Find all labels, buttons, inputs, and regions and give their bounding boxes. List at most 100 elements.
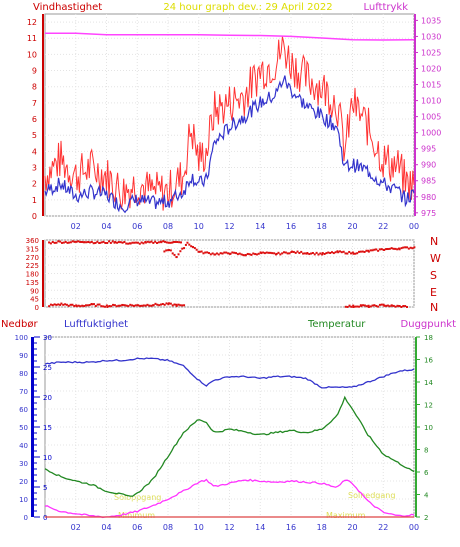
direction-point <box>198 250 201 253</box>
wind-x-tick-label: 02 <box>71 222 81 231</box>
direction-point <box>269 251 272 254</box>
compass-label-n-bottom: N <box>430 301 438 314</box>
direction-point <box>359 250 362 253</box>
direction-point <box>125 242 128 245</box>
direction-point <box>136 241 139 244</box>
wind-x-tick-label: 12 <box>224 222 234 231</box>
pressure-y-tick-label: 1015 <box>421 81 441 90</box>
direction-point <box>373 248 376 251</box>
pressure-line <box>45 32 415 41</box>
direction-point <box>161 303 164 306</box>
direction-y-tick-label: 135 <box>26 279 39 287</box>
direction-point <box>49 242 52 245</box>
direction-point <box>168 302 170 305</box>
humidity-y-tick-label: 20 <box>19 478 28 486</box>
climate-x-tick-label: 16 <box>286 523 296 532</box>
direction-point <box>131 304 134 307</box>
direction-point <box>164 240 167 243</box>
direction-point <box>360 304 363 307</box>
direction-point <box>134 304 137 307</box>
direction-point <box>178 241 181 244</box>
direction-point <box>73 304 76 307</box>
annotation-sunrise: Soloppgang <box>114 493 161 502</box>
direction-point <box>100 305 103 308</box>
direction-point <box>79 240 82 243</box>
direction-point <box>340 251 343 254</box>
direction-point <box>133 241 136 244</box>
direction-point <box>394 247 397 250</box>
direction-point <box>200 250 203 253</box>
direction-point <box>354 305 357 308</box>
direction-point <box>329 251 332 254</box>
direction-point <box>152 241 155 244</box>
direction-point <box>356 305 359 308</box>
direction-point <box>233 251 236 254</box>
direction-point <box>252 252 255 255</box>
direction-point <box>375 248 378 251</box>
direction-point <box>48 241 51 244</box>
pressure-y-tick-label: 985 <box>421 177 436 186</box>
direction-point <box>88 241 91 244</box>
direction-point <box>117 304 120 307</box>
direction-point <box>386 304 389 307</box>
direction-point <box>262 251 265 254</box>
direction-point <box>369 249 372 252</box>
humidity-title: Luftfuktighet <box>64 319 128 330</box>
humidity-y-tick-label: 80 <box>19 370 28 378</box>
direction-point <box>298 252 301 255</box>
direction-y-tick-label: 270 <box>26 254 39 262</box>
direction-point <box>154 240 157 243</box>
direction-point <box>375 304 378 307</box>
direction-point <box>378 248 381 251</box>
direction-point <box>409 246 412 249</box>
climate-x-tick-label: 06 <box>132 523 142 532</box>
direction-point <box>179 304 182 307</box>
temperature-y-tick-label: 18 <box>424 334 433 342</box>
pressure-y-tick-label: 990 <box>421 161 436 170</box>
direction-point <box>294 251 297 254</box>
direction-point <box>402 305 405 308</box>
precip-axis-bar <box>31 337 34 517</box>
direction-point <box>142 242 145 245</box>
direction-point <box>236 253 239 256</box>
direction-point <box>158 304 161 307</box>
direction-point <box>111 240 114 243</box>
climate-x-tick-label: 20 <box>347 523 357 532</box>
climate-x-tick-label: 12 <box>224 523 234 532</box>
pressure-y-tick-label: 1020 <box>421 65 441 74</box>
climate-x-tick-label: 10 <box>194 523 204 532</box>
direction-point <box>66 241 69 244</box>
direction-point <box>88 304 91 307</box>
temperature-title: Temperatur <box>307 319 366 330</box>
direction-point <box>152 304 155 307</box>
direction-point <box>51 304 54 307</box>
direction-point <box>84 304 87 307</box>
direction-point <box>49 303 52 306</box>
direction-point <box>319 252 322 255</box>
direction-point <box>179 250 182 253</box>
direction-point <box>332 252 335 255</box>
direction-point <box>102 305 105 308</box>
direction-point <box>342 250 345 253</box>
direction-point <box>358 305 361 308</box>
direction-point <box>321 253 324 256</box>
humidity-y-tick-label: 0 <box>24 514 28 522</box>
direction-point <box>361 250 364 253</box>
temperature-y-tick-label: 16 <box>424 357 433 365</box>
direction-point <box>383 304 386 307</box>
direction-point <box>163 303 166 306</box>
direction-point <box>146 303 149 306</box>
direction-point <box>53 241 56 244</box>
direction-y-tick-label: 0 <box>35 304 39 312</box>
direction-point <box>186 241 189 244</box>
climate-x-tick-label: 02 <box>71 523 81 532</box>
direction-point <box>175 304 178 307</box>
pressure-y-tick-label: 1010 <box>421 97 441 106</box>
direction-point <box>279 253 282 256</box>
direction-point <box>193 247 196 250</box>
direction-point <box>202 252 205 255</box>
direction-point <box>113 304 116 307</box>
graph-title: 24 hour graph dev.: 29 April 2022 <box>163 2 332 13</box>
direction-point <box>140 304 143 307</box>
direction-point <box>404 305 407 308</box>
